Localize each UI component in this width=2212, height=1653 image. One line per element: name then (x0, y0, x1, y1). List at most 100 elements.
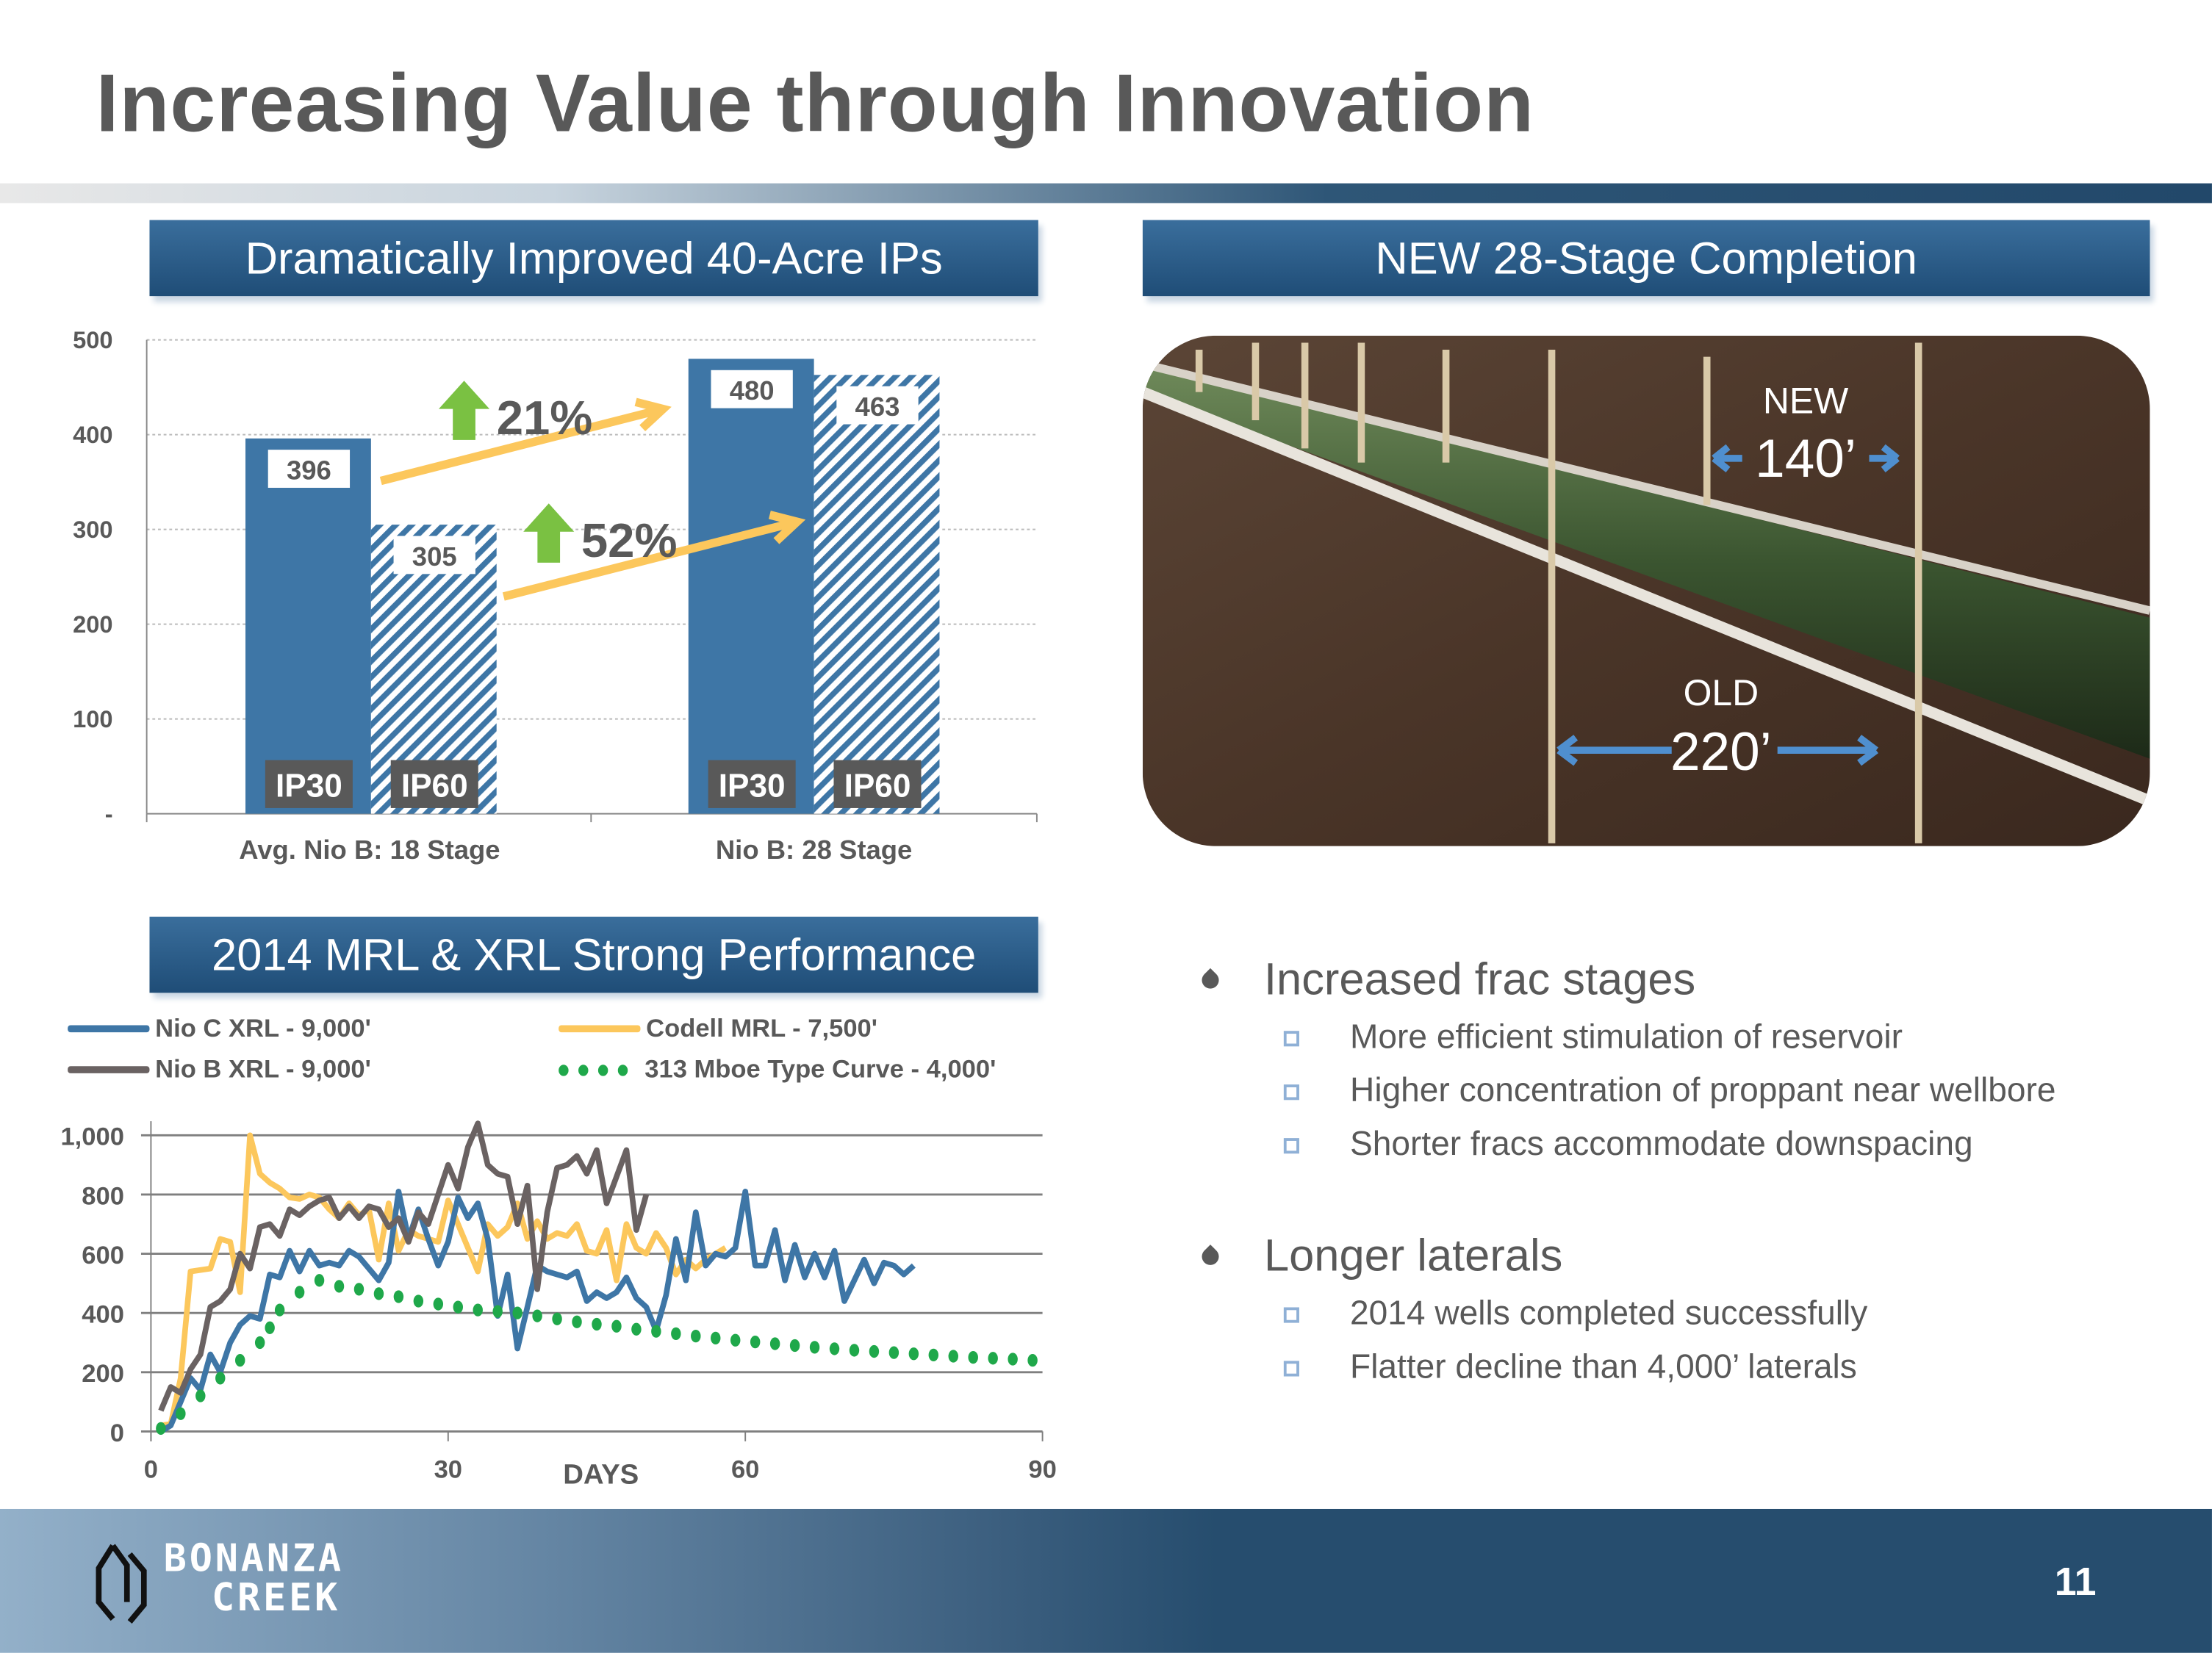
x-tick-label: 0 (144, 1456, 158, 1484)
company-logo-text: BONANZA CREEK (163, 1537, 344, 1621)
type-curve-point (651, 1325, 661, 1338)
bar-value-label: 305 (412, 541, 457, 572)
type-curve-point (888, 1346, 899, 1359)
footer: BONANZA CREEK 11 (0, 1508, 2212, 1653)
increase-percent-label: 52% (581, 514, 678, 567)
legend-swatch (68, 1066, 150, 1073)
type-curve-point (769, 1337, 780, 1350)
series-label: IP60 (844, 768, 911, 804)
type-curve-point (849, 1344, 860, 1357)
bar-value-label: 463 (855, 392, 900, 422)
x-category-label: Avg. Nio B: 18 Stage (239, 835, 500, 865)
square-bullet-icon (1283, 1306, 1299, 1322)
type-curve-point (373, 1287, 384, 1300)
increase-percent-label: 21% (497, 391, 593, 444)
increase-arrow (379, 405, 664, 486)
new-spacing: 140’ (1755, 429, 1856, 489)
type-curve-point (711, 1331, 721, 1345)
bullet-frac-stages: Increased frac stages (1198, 953, 1696, 1006)
type-curve-point (948, 1350, 958, 1363)
sub-bullet: More efficient stimulation of reservoir (1283, 1018, 1903, 1058)
y-tick-label: 200 (82, 1360, 124, 1388)
legend-label: Codell MRL - 7,500' (646, 1014, 877, 1042)
x-axis-title: DAYS (563, 1458, 639, 1490)
completion-header: NEW 28-Stage Completion (1142, 220, 2150, 297)
bullet-text: Higher concentration of proppant near we… (1350, 1071, 2056, 1110)
series-label: IP60 (401, 768, 468, 804)
series-label: IP30 (719, 768, 786, 804)
logo-line-2: CREEK (211, 1577, 341, 1621)
type-curve-point (908, 1347, 919, 1361)
series-line-2 (158, 1120, 650, 1412)
series-label-bg (265, 760, 353, 808)
type-curve-point (552, 1312, 562, 1325)
value-label-bg (393, 536, 475, 575)
type-curve-point (592, 1317, 602, 1331)
type-curve-point (611, 1319, 622, 1333)
legend-swatch (559, 1064, 628, 1076)
square-bullet-icon (1283, 1030, 1299, 1046)
type-curve-point (294, 1286, 305, 1299)
type-curve-point (631, 1322, 642, 1336)
y-tick-label: - (105, 800, 113, 827)
sub-bullet: Flatter decline than 4,000’ laterals (1283, 1348, 1857, 1388)
type-curve-point (413, 1294, 424, 1308)
type-curve-point (353, 1283, 365, 1296)
legend-swatch (559, 1025, 641, 1033)
type-curve-point (215, 1372, 226, 1385)
type-curve-point (334, 1280, 345, 1293)
series-label-bg (833, 760, 922, 808)
bullet-text: Shorter fracs accommodate downspacing (1350, 1125, 1973, 1164)
type-curve-point (1008, 1353, 1018, 1366)
type-curve-point (234, 1354, 245, 1367)
type-curve-point (492, 1305, 503, 1318)
x-tick-label: 90 (1028, 1456, 1056, 1484)
bullet-text: 2014 wells completed successfully (1350, 1294, 1868, 1333)
type-curve-point (691, 1329, 701, 1343)
series-line-1 (160, 1132, 728, 1429)
ip-bar-chart: - 100 200 300 400 500 Avg. Nio B: 18 Stage Nio … (73, 326, 1038, 865)
type-curve-point (988, 1352, 998, 1365)
y-tick-label: 500 (73, 326, 112, 353)
type-curve-point (928, 1348, 939, 1362)
performance-header: 2014 MRL & XRL Strong Performance (149, 916, 1038, 993)
y-tick-label: 0 (110, 1419, 124, 1447)
legend-type-curve: 313 Mboe Type Curve - 4,000' (559, 1055, 996, 1084)
square-bullet-icon (1283, 1360, 1299, 1376)
series-label: IP30 (276, 768, 342, 804)
up-arrow-icon (523, 503, 575, 563)
bar-value-label: 396 (287, 455, 331, 485)
y-tick-label: 400 (73, 421, 112, 448)
square-bullet-icon (1283, 1084, 1299, 1100)
bar-ip60 (814, 375, 940, 814)
x-tick-label: 30 (434, 1456, 462, 1484)
legend-nio-c: Nio C XRL - 9,000' (68, 1014, 371, 1043)
bullet-text: Increased frac stages (1263, 953, 1696, 1004)
type-curve-point (433, 1297, 444, 1311)
y-tick-label: 300 (73, 516, 112, 543)
value-label-bg (711, 370, 793, 408)
type-curve-point (968, 1350, 978, 1364)
page-title: Increasing Value through Innovation (96, 57, 1535, 150)
old-label: OLD (1684, 672, 1759, 713)
new-spacing-arrows (1712, 444, 1900, 472)
page-number: 11 (2054, 1560, 2097, 1604)
type-curve-point (156, 1422, 166, 1436)
type-curve-point (453, 1300, 463, 1314)
new-label: NEW (1763, 380, 1848, 421)
bar-ip30 (688, 359, 814, 814)
series-label-bg (390, 760, 478, 808)
arrow-head (634, 397, 672, 432)
bullet-text: Longer laterals (1263, 1229, 1563, 1281)
value-label-bg (836, 386, 919, 425)
type-curve-point (274, 1303, 285, 1317)
logo-line-1: BONANZA (163, 1537, 344, 1581)
bullet-longer-laterals: Longer laterals (1198, 1229, 1563, 1282)
y-tick-label: 800 (82, 1182, 124, 1210)
legend-codell: Codell MRL - 7,500' (559, 1014, 877, 1043)
bullet-drop-icon (1198, 967, 1223, 992)
legend-nio-b: Nio B XRL - 9,000' (68, 1055, 371, 1084)
type-curve-point (572, 1315, 582, 1328)
type-curve-point (176, 1407, 186, 1420)
type-curve-point (393, 1290, 404, 1303)
